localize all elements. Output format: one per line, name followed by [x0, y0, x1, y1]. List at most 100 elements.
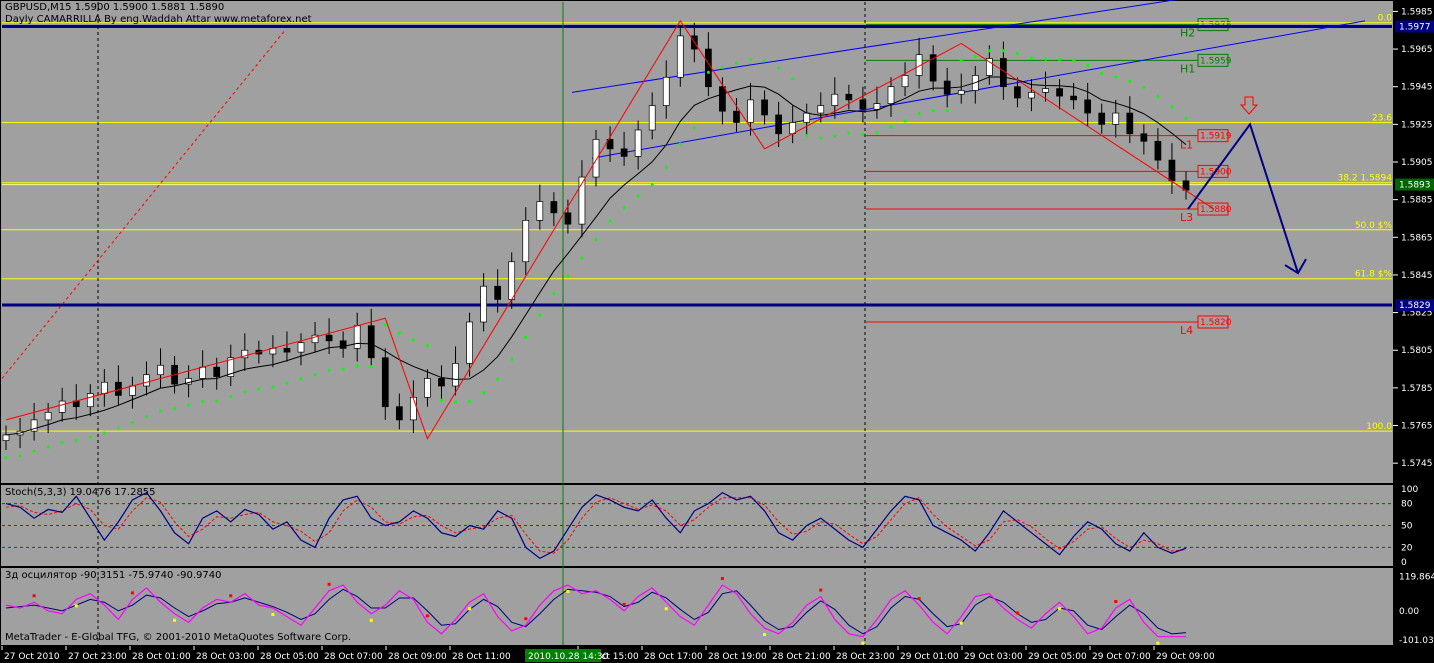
candle-body	[789, 122, 797, 135]
time-tick-label: 29 Oct 05:00	[1028, 652, 1087, 662]
price-tick-label: 1.5945	[1401, 83, 1433, 93]
sar-dot	[201, 400, 205, 404]
sar-dot	[875, 131, 879, 135]
level-box-l2	[1197, 164, 1229, 178]
sar-dot	[805, 134, 809, 138]
level-name-h2: H2	[1180, 27, 1195, 40]
candle-body	[648, 105, 656, 131]
osc-trough-marker	[468, 607, 472, 611]
candle-body	[325, 334, 333, 342]
candle-body	[100, 381, 108, 394]
sar-dot	[32, 449, 36, 453]
stoch-tick-label: 50	[1401, 522, 1413, 532]
price-tick-label: 1.5965	[1401, 45, 1433, 55]
sar-dot	[88, 435, 92, 439]
sar-dot	[636, 194, 640, 198]
candle-body	[381, 357, 389, 408]
fibo-label: 23.6	[1372, 113, 1392, 123]
sar-dot	[678, 142, 682, 146]
time-tick-label: 28 Oct 01:00	[132, 652, 191, 662]
trend-line	[1, 29, 286, 379]
time-tick-label: 29 Oct 07:00	[1092, 652, 1151, 662]
sar-dot	[819, 136, 823, 140]
fibo-label: 38.2 1.5894	[1338, 174, 1393, 184]
candle-body	[367, 325, 375, 359]
price-tick-label: 1.5825	[1401, 309, 1433, 319]
sar-dot	[215, 399, 219, 403]
time-tick-label: 29 Oct 03:00	[964, 652, 1023, 662]
candle-body	[1028, 92, 1035, 99]
osc-trough-marker	[173, 618, 177, 622]
time-tick-label: 27 Oct 23:00	[68, 652, 127, 662]
sar-dot	[791, 77, 795, 81]
price-tick-label: 1.5905	[1401, 158, 1433, 168]
candle-body	[129, 385, 136, 396]
time-tick-label: 28 Oct 03:00	[196, 652, 255, 662]
candle-body	[887, 86, 895, 104]
candle-body	[494, 285, 502, 300]
time-tick-label: 28 Oct 23:00	[836, 652, 895, 662]
osc-trough-marker	[959, 621, 963, 625]
candle-body	[227, 357, 235, 377]
candle-body	[311, 334, 319, 344]
candle-body	[1056, 88, 1063, 97]
time-tick-label: 28 Oct 07:00	[324, 652, 383, 662]
sar-dot	[1029, 56, 1033, 60]
sar-dot	[622, 206, 626, 210]
sar-dot	[777, 66, 781, 70]
sar-dot	[159, 409, 163, 413]
main-price-pane[interactable]	[1, 1, 1393, 483]
level-name-l4: L4	[1180, 324, 1193, 337]
candle-body	[86, 393, 94, 408]
candle-body	[845, 93, 853, 101]
price-tick-label: 1.5845	[1401, 271, 1433, 281]
sar-dot	[229, 394, 233, 398]
sar-dot	[1058, 57, 1062, 61]
candle-body	[901, 75, 909, 88]
osc-main-line	[5, 584, 1186, 638]
bid-marker-box	[1395, 178, 1434, 191]
fibo-label: 100.0	[1366, 422, 1392, 432]
sar-dot	[369, 364, 373, 368]
candle-body	[705, 48, 712, 88]
sar-dot	[552, 292, 556, 296]
sar-dot	[18, 454, 22, 458]
candle-body	[915, 54, 923, 76]
level-name-l1: L1	[1180, 139, 1193, 152]
sar-dot	[1142, 85, 1146, 89]
candle-body	[1140, 133, 1148, 142]
sar-dot	[1156, 94, 1160, 98]
candle-body	[817, 105, 825, 114]
down-arrow-icon	[1239, 96, 1259, 115]
osc-tick-label: -101.0319	[1399, 636, 1434, 646]
candle-body	[199, 366, 207, 379]
forecast-arrow	[1187, 122, 1299, 274]
sar-dot	[524, 335, 528, 339]
sar-dot	[931, 109, 935, 113]
time-tick-label: 27 Oct 2010	[4, 652, 60, 662]
sar-dot	[861, 132, 865, 136]
cursor-time-label: 2010.10.28 14:30	[528, 652, 609, 662]
sar-dot	[945, 109, 949, 113]
symbol-header: GBPUSD,M15 1.5900 1.5900 1.5881 1.5890	[5, 2, 225, 13]
candle-body	[775, 114, 782, 135]
sar-dot	[1015, 52, 1019, 56]
osc-pane[interactable]	[1, 568, 1393, 645]
sar-dot	[959, 59, 963, 63]
candle-body	[438, 378, 445, 387]
osc-peak-marker	[130, 591, 134, 595]
candle-body	[522, 220, 530, 263]
candle-body	[620, 148, 628, 157]
osc-trough-marker	[763, 633, 767, 637]
sar-dot	[1086, 63, 1090, 67]
stoch-plot-layer	[2, 491, 1392, 560]
sar-dot	[1072, 59, 1076, 63]
sar-dot	[1044, 57, 1048, 61]
time-tick-label: 28 Oct 17:00	[644, 652, 703, 662]
sar-dot	[1001, 49, 1005, 53]
candle-body	[676, 35, 684, 78]
osc-signal-line	[5, 588, 1187, 635]
osc-peak-marker	[1114, 600, 1118, 603]
candle-body	[957, 90, 965, 95]
